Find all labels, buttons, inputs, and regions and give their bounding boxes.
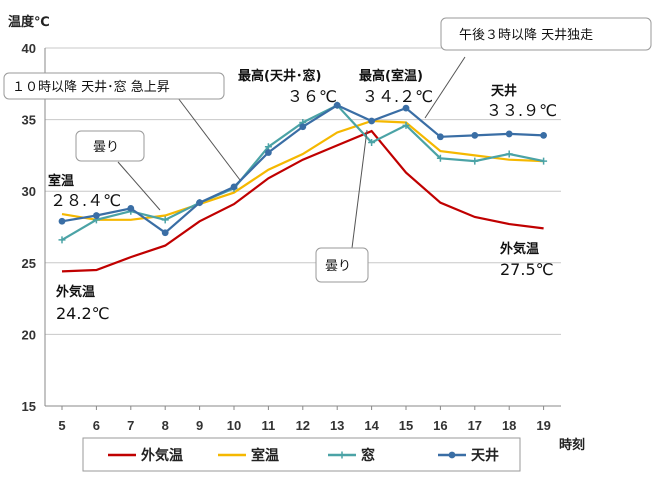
- data-point: [402, 104, 410, 112]
- x-tick-label: 13: [330, 418, 344, 433]
- ceiling-end-value: ３３.９℃: [486, 101, 557, 120]
- rise-callout-text: １０時以降 天井･窓 急上昇: [12, 79, 170, 95]
- cloudy-callout-1-text: 曇り: [93, 140, 119, 155]
- data-point: [299, 123, 307, 131]
- rise-callout-pointer: [177, 97, 241, 181]
- cloudy1-callout-pointer: [117, 161, 161, 211]
- legend-item: 室温: [218, 447, 279, 464]
- x-tick-label: 14: [364, 418, 379, 433]
- x-tick-label: 7: [127, 418, 134, 433]
- y-tick-label: 15: [22, 399, 36, 414]
- data-point: [333, 101, 341, 109]
- afternoon-callout-text: 午後３時以降 天井独走: [459, 28, 593, 43]
- legend: 外気温 室温 窓 天井: [82, 437, 521, 472]
- x-tick-label: 5: [58, 418, 65, 433]
- x-tick-label: 11: [262, 418, 276, 433]
- legend-item: 天井: [438, 447, 499, 464]
- y-tick-label: 30: [22, 184, 36, 199]
- data-point: [196, 199, 204, 207]
- max-ceiling-value: ３６℃: [287, 87, 337, 106]
- data-point: [127, 204, 135, 212]
- x-tick-label: 17: [468, 418, 482, 433]
- legend-item: 窓: [328, 447, 375, 464]
- data-point: [505, 130, 513, 138]
- ceiling-end-label: 天井: [491, 83, 517, 99]
- data-point: [471, 131, 479, 139]
- series-line: [61, 129, 544, 273]
- series-4: [58, 101, 547, 237]
- series-1: [61, 129, 544, 273]
- data-point: [402, 121, 410, 129]
- series-group: [58, 101, 548, 273]
- data-point: [230, 183, 238, 191]
- cloudy2-callout-pointer: [351, 129, 368, 249]
- outdoor-start-label: 外気温: [55, 284, 95, 300]
- data-point: [58, 217, 66, 225]
- series-2: [61, 119, 544, 221]
- outdoor-start-value: 24.2℃: [56, 304, 110, 323]
- legend-item: 外気温: [108, 447, 183, 464]
- data-point: [161, 216, 169, 224]
- legend-label: 窓: [361, 447, 375, 464]
- cloudy-callout-2-text: 曇り: [325, 259, 351, 274]
- data-point: [505, 150, 513, 158]
- room-start-value: ２８.４℃: [50, 191, 121, 210]
- legend-label: 外気温: [141, 447, 183, 464]
- x-tick-label: 9: [196, 418, 203, 433]
- callout-pointers: [117, 56, 466, 249]
- legend-label: 天井: [471, 447, 499, 464]
- outdoor-end-value: 27.5℃: [500, 260, 554, 279]
- data-point: [540, 131, 547, 139]
- y-tick-label: 20: [22, 327, 36, 342]
- x-tick-label: 12: [296, 418, 310, 433]
- x-tick-label: 8: [162, 418, 169, 433]
- x-tick-label: 19: [536, 418, 550, 433]
- afternoon-callout-pointer: [424, 56, 466, 119]
- x-tick-label: 6: [93, 418, 100, 433]
- x-tick-labels: 5 6 7 8 9 10 11 12 13 14 15 16 17 18 19: [58, 406, 551, 433]
- y-axis-title: 温度℃: [8, 14, 50, 30]
- cloudy-callout-2: 曇り: [315, 247, 369, 283]
- data-point: [471, 157, 479, 165]
- data-point: [368, 117, 375, 125]
- data-point: [93, 212, 100, 219]
- rise-callout: １０時以降 天井･窓 急上昇: [3, 72, 225, 100]
- afternoon-callout: 午後３時以降 天井独走: [440, 17, 652, 51]
- series-line: [61, 119, 544, 221]
- data-point: [540, 157, 548, 165]
- legend-marker: [338, 451, 346, 459]
- data-point: [436, 154, 444, 162]
- data-point: [161, 229, 169, 237]
- x-tick-label: 15: [399, 418, 413, 433]
- outdoor-end-label: 外気温: [499, 241, 539, 257]
- data-point: [368, 139, 376, 147]
- data-point: [265, 149, 272, 156]
- max-ceiling-label: 最高(天井･窓): [238, 68, 321, 84]
- y-tick-label: 35: [22, 113, 36, 128]
- max-room-value: ３４.２℃: [362, 87, 433, 106]
- x-tick-label: 10: [227, 418, 241, 433]
- legend-label: 室温: [251, 447, 279, 464]
- series-3: [58, 101, 548, 244]
- cloudy-callout-1: 曇り: [75, 130, 145, 162]
- x-tick-label: 18: [502, 418, 516, 433]
- max-room-label: 最高(室温): [359, 68, 423, 84]
- room-start-label: 室温: [48, 173, 74, 189]
- y-tick-label: 40: [22, 41, 36, 56]
- grid-lines: [45, 47, 561, 335]
- y-tick-label: 25: [22, 256, 36, 271]
- legend-marker: [448, 451, 456, 459]
- data-point: [437, 133, 444, 141]
- x-tick-label: 16: [433, 418, 447, 433]
- y-tick-labels: 15 20 25 30 35 40: [22, 41, 36, 414]
- x-axis-title: 時刻: [559, 437, 585, 453]
- data-point: [58, 236, 66, 244]
